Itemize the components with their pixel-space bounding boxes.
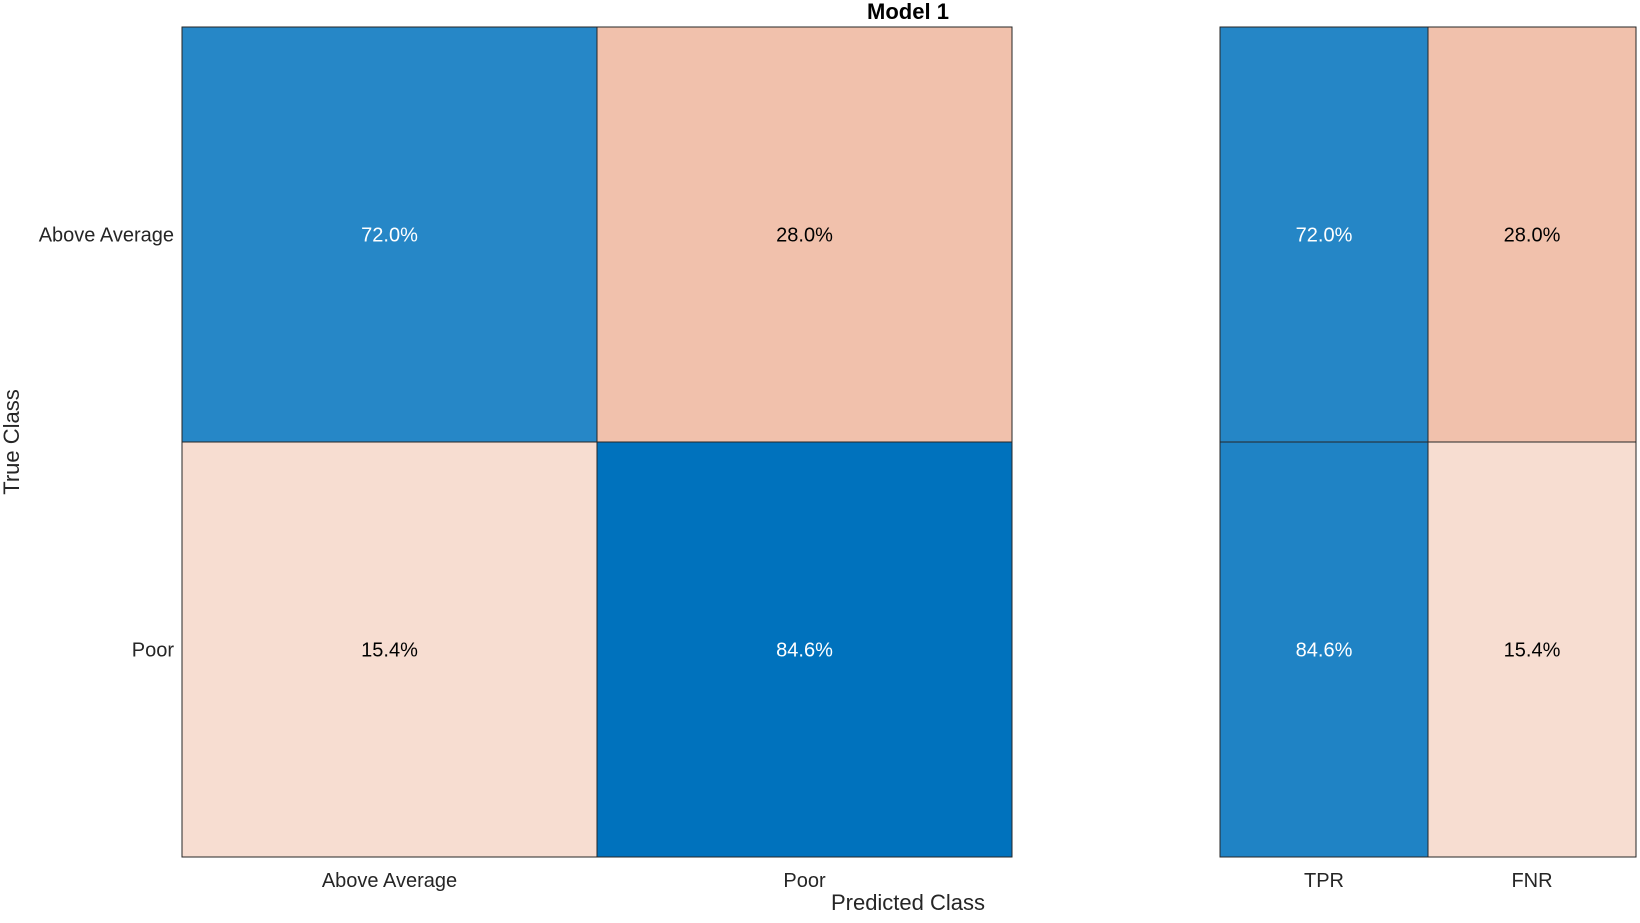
summary-cell-0-1-label: 28.0% <box>1504 225 1561 247</box>
col-tick-labels: Above Average Poor <box>322 870 826 892</box>
x-axis-label: Predicted Class <box>831 890 985 915</box>
matrix-cell-1-0-label: 15.4% <box>361 640 418 662</box>
summary-cell-1-1 <box>1427 441 1637 858</box>
summary-col-tick-label: TPR <box>1304 870 1344 892</box>
summary-col-tick-labels: TPR FNR <box>1304 870 1553 892</box>
matrix-cell-0-0-label: 72.0% <box>361 225 418 247</box>
matrix-cell-1-1-label: 84.6% <box>776 640 833 662</box>
chart-title: Model 1 <box>867 0 949 24</box>
summary-cell-1-0-label: 84.6% <box>1296 640 1353 662</box>
matrix-cell-0-0 <box>181 26 598 443</box>
row-tick-label: Above Average <box>39 225 174 247</box>
confusion-matrix: 72.0% 28.0% 15.4% 84.6% <box>181 26 1013 858</box>
col-tick-label: Above Average <box>322 870 457 892</box>
summary-cell-0-0 <box>1219 26 1429 443</box>
matrix-cell-0-1-label: 28.0% <box>776 225 833 247</box>
y-axis-label: True Class <box>0 389 24 495</box>
summary-cell-0-1 <box>1427 26 1637 443</box>
row-tick-labels: Above Average Poor <box>39 225 175 662</box>
summary-cell-1-0 <box>1219 441 1429 858</box>
summary-cell-1-1-label: 15.4% <box>1504 640 1561 662</box>
col-tick-label: Poor <box>783 870 826 892</box>
row-summary-matrix: 72.0% 28.0% 84.6% 15.4% <box>1219 26 1637 858</box>
summary-col-tick-label: FNR <box>1511 870 1552 892</box>
matrix-cell-1-1 <box>596 441 1013 858</box>
matrix-cell-0-1 <box>596 26 1013 443</box>
matrix-cell-1-0 <box>181 441 598 858</box>
summary-cell-0-0-label: 72.0% <box>1296 225 1353 247</box>
row-tick-label: Poor <box>132 640 175 662</box>
